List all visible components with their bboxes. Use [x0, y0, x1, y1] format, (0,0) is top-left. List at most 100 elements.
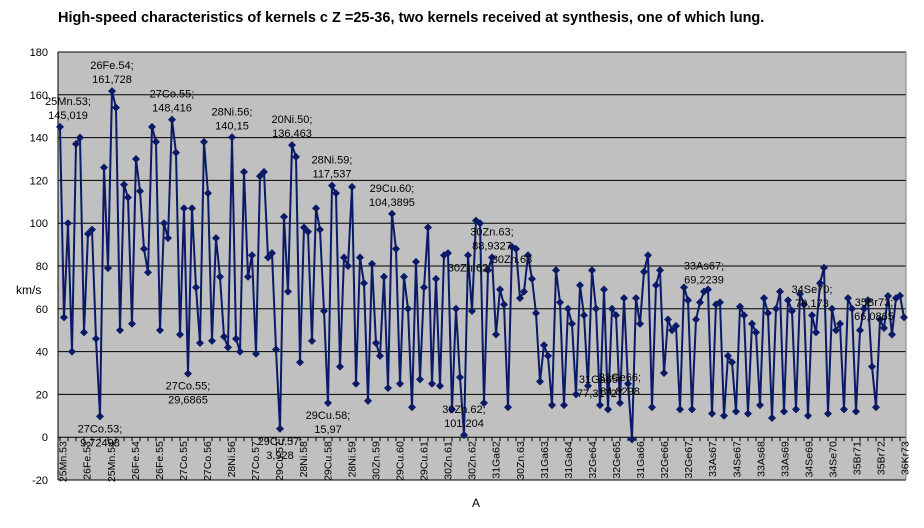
data-point: [612, 311, 620, 320]
y-tick-label: 120: [30, 175, 48, 187]
data-point: [272, 345, 280, 354]
data-point: [168, 115, 176, 124]
data-point: [596, 401, 604, 410]
data-point: [660, 369, 668, 377]
x-tick-label: 34Se69: [803, 441, 815, 477]
data-point: [540, 341, 548, 350]
data-point: [292, 152, 300, 161]
data-point: [304, 227, 312, 236]
data-point: [316, 225, 324, 234]
data-point: [592, 304, 600, 313]
data-label: 88,9327: [472, 240, 512, 252]
y-tick-label: 20: [36, 389, 48, 401]
x-tick-label: 36Kr73: [900, 441, 912, 475]
data-point: [284, 287, 292, 296]
data-point: [812, 328, 820, 337]
data-point: [696, 298, 704, 307]
x-tick-label: 25Mn.54: [106, 441, 118, 482]
data-point: [332, 189, 340, 198]
data-point: [196, 339, 204, 348]
data-point: [672, 321, 680, 330]
data-point: [60, 313, 68, 322]
x-tick-label: 32Ge67: [683, 441, 695, 479]
data-point: [532, 309, 540, 318]
series-markers: [56, 87, 908, 444]
data-point: [600, 285, 608, 294]
x-tick-label: 31Ga64: [563, 441, 575, 479]
data-point: [128, 319, 136, 328]
data-point: [636, 319, 644, 328]
data-point: [184, 369, 192, 378]
data-point: [204, 189, 212, 198]
data-point: [160, 219, 168, 228]
data-point: [228, 133, 236, 142]
y-tick-label: 60: [36, 304, 48, 316]
data-point: [860, 304, 868, 313]
data-point: [516, 294, 524, 303]
data-point: [176, 330, 184, 339]
data-label: 28Ni.56;: [212, 106, 253, 118]
data-point: [848, 304, 856, 313]
data-label: 15,97: [314, 424, 342, 436]
data-point: [644, 251, 652, 260]
data-point: [500, 300, 508, 309]
data-point: [856, 326, 864, 335]
data-point: [240, 167, 248, 176]
x-tick-label: 27Co.56: [202, 441, 214, 481]
data-point: [640, 267, 648, 276]
data-point: [836, 319, 844, 328]
data-point: [428, 379, 436, 388]
x-tick-label: 26Fe.55: [154, 441, 166, 480]
data-point: [92, 334, 100, 343]
data-point: [144, 268, 152, 277]
data-label: 33As67;: [684, 261, 724, 273]
data-point: [544, 351, 552, 360]
data-label: 28Ni.59;: [312, 155, 353, 167]
data-point: [460, 431, 468, 440]
data-point: [372, 339, 380, 348]
data-point: [628, 435, 636, 444]
data-point: [568, 319, 576, 328]
x-axis-label: A: [472, 496, 480, 510]
data-point: [244, 272, 252, 281]
data-label: 20Ni.50;: [272, 114, 313, 126]
data-point: [76, 133, 84, 142]
data-point: [208, 336, 216, 345]
data-point: [692, 315, 700, 324]
data-point: [116, 326, 124, 335]
x-tick-label: 32Ge64: [587, 441, 599, 479]
data-point: [552, 266, 560, 275]
x-tick-label: 34Se67: [731, 441, 743, 477]
data-point: [336, 362, 344, 371]
data-point: [468, 306, 476, 315]
data-label: 84,8298: [600, 386, 640, 398]
x-tick-label: 25Mn.53: [58, 441, 70, 482]
data-point: [580, 311, 588, 320]
data-point: [480, 398, 488, 407]
data-point: [668, 326, 676, 335]
data-point: [748, 319, 756, 328]
data-point: [852, 407, 860, 416]
y-axis-label: km/s: [16, 283, 41, 297]
x-tick-label: 27Co.57: [250, 441, 262, 481]
data-point: [344, 262, 352, 270]
data-point: [576, 281, 584, 290]
data-point: [828, 304, 836, 313]
data-point: [840, 405, 848, 414]
data-label: 3,928: [266, 450, 294, 462]
data-point: [136, 187, 144, 196]
data-point: [404, 304, 412, 313]
data-point: [844, 294, 852, 303]
data-point: [772, 304, 780, 313]
data-point: [436, 381, 444, 390]
data-label: 25Mn.53;: [45, 96, 91, 108]
data-point: [220, 332, 228, 341]
data-point: [120, 180, 128, 189]
data-point: [180, 204, 188, 213]
data-point: [732, 407, 740, 416]
data-point: [348, 182, 356, 191]
data-label: 27Co.55;: [166, 381, 211, 393]
data-label: 161,728: [92, 74, 132, 86]
data-point: [720, 411, 728, 420]
data-point: [388, 209, 396, 218]
